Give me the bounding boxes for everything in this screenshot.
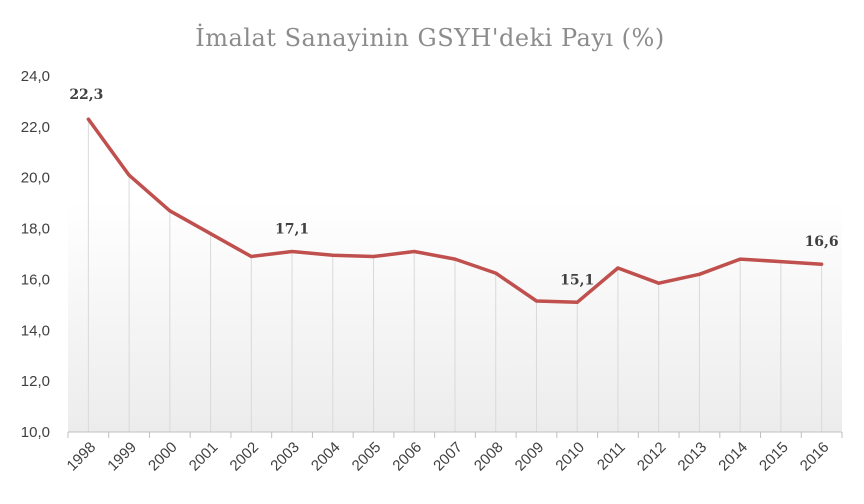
data-point: [168, 209, 172, 213]
data-point: [372, 255, 376, 259]
y-tick-label: 22,0: [21, 119, 50, 136]
x-tick-label: 2011: [594, 439, 629, 474]
x-tick-label: 2004: [308, 439, 344, 475]
y-tick-label: 18,0: [21, 221, 50, 238]
y-tick-label: 10,0: [21, 424, 50, 441]
x-tick-label: 2006: [389, 439, 425, 475]
data-point: [249, 255, 253, 259]
data-point: [127, 173, 131, 177]
x-tick-label: 2008: [471, 439, 507, 475]
x-tick-label: 2001: [186, 439, 222, 475]
data-label: 17,1: [275, 221, 309, 237]
data-point: [657, 281, 661, 285]
x-tick-label: 1998: [64, 439, 100, 475]
y-tick-label: 24,0: [21, 68, 50, 85]
x-tick-label: 2005: [349, 439, 385, 475]
x-tick-label: 2015: [756, 439, 792, 475]
data-point: [697, 272, 701, 276]
data-label: 22,3: [69, 87, 103, 103]
data-point: [494, 271, 498, 275]
y-tick-label: 20,0: [21, 170, 50, 187]
x-tick-label: 2013: [675, 439, 711, 475]
data-point: [575, 300, 579, 304]
y-tick-label: 16,0: [21, 271, 50, 288]
data-point: [820, 262, 824, 266]
data-point: [331, 253, 335, 257]
chart-title: İmalat Sanayinin GSYH'deki Payı (%): [195, 23, 664, 52]
y-tick-label: 12,0: [21, 373, 50, 390]
data-point: [534, 299, 538, 303]
data-label: 15,1: [560, 272, 594, 288]
data-point: [86, 117, 90, 121]
data-point: [290, 249, 294, 253]
x-tick-label: 2003: [267, 439, 303, 475]
data-point: [738, 257, 742, 261]
x-tick-label: 2007: [430, 439, 466, 475]
data-point: [412, 249, 416, 253]
data-point: [616, 266, 620, 270]
data-point: [453, 257, 457, 261]
x-tick-label: 2014: [715, 439, 751, 475]
x-tick-label: 2009: [512, 439, 548, 475]
x-tick-label: 2002: [227, 439, 263, 475]
x-tick-label: 1999: [104, 439, 140, 475]
y-tick-label: 14,0: [21, 322, 50, 339]
x-tick-label: 2010: [552, 439, 588, 475]
x-tick-label: 2016: [797, 439, 833, 475]
x-tick-label: 2012: [634, 439, 670, 475]
x-tick-label: 2000: [145, 439, 181, 475]
data-label: 16,6: [805, 234, 839, 250]
data-point: [779, 260, 783, 264]
data-point: [209, 232, 213, 236]
